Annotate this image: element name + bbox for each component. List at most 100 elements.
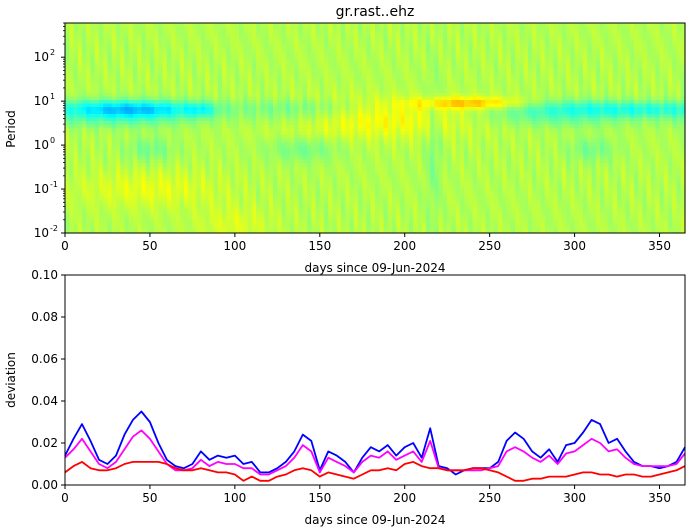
heatmap-cell xyxy=(366,198,372,203)
heatmap-cell xyxy=(69,72,75,77)
heatmap-cell xyxy=(285,23,291,28)
heatmap-cell xyxy=(73,145,79,150)
heatmap-cell xyxy=(404,58,410,63)
heatmap-cell xyxy=(200,54,206,59)
heatmap-cell xyxy=(128,100,134,105)
heatmap-cell xyxy=(90,226,96,231)
heatmap-cell xyxy=(137,226,143,231)
heatmap-cell xyxy=(391,93,397,98)
heatmap-cell xyxy=(268,180,274,185)
heatmap-cell xyxy=(298,215,304,220)
heatmap-cell xyxy=(162,75,168,80)
heatmap-cell xyxy=(103,26,109,31)
heatmap-cell xyxy=(124,229,130,234)
heatmap-cell xyxy=(77,173,83,178)
heatmap-cell xyxy=(358,79,363,84)
heatmap-cell xyxy=(222,142,227,147)
heatmap-cell xyxy=(332,170,338,175)
heatmap-cell xyxy=(273,44,278,49)
heatmap-cell xyxy=(298,201,304,206)
heatmap-cell xyxy=(328,124,334,129)
heatmap-cell xyxy=(107,107,113,112)
heatmap-cell xyxy=(362,194,368,199)
heatmap-cell xyxy=(234,177,240,182)
heatmap-cell xyxy=(268,229,274,234)
heatmap-cell xyxy=(217,107,223,112)
heatmap-cell xyxy=(353,184,359,189)
heatmap-cell xyxy=(166,229,172,234)
heatmap-cell xyxy=(358,219,363,224)
heatmap-cell xyxy=(417,54,423,59)
heatmap-cell xyxy=(404,79,410,84)
heatmap-cell xyxy=(192,187,198,192)
heatmap-cell xyxy=(166,114,172,119)
heatmap-cell xyxy=(302,100,308,105)
heatmap-cell xyxy=(81,86,87,91)
heatmap-cell xyxy=(328,145,334,150)
heatmap-cell xyxy=(175,135,181,140)
heatmap-cell xyxy=(77,135,83,140)
heatmap-cell xyxy=(358,194,363,199)
heatmap-cell xyxy=(404,166,410,171)
heatmap-cell xyxy=(192,131,198,136)
heatmap-cell xyxy=(90,107,96,112)
heatmap-cell xyxy=(281,159,287,164)
heatmap-cell xyxy=(302,226,308,231)
heatmap-cell xyxy=(107,44,113,49)
heatmap-cell xyxy=(400,142,406,147)
heatmap-cell xyxy=(324,26,329,31)
heatmap-cell xyxy=(383,212,389,217)
heatmap-cell xyxy=(158,82,164,87)
heatmap-cell xyxy=(81,180,87,185)
heatmap-cell xyxy=(396,212,402,217)
heatmap-cell xyxy=(73,177,79,182)
heatmap-cell xyxy=(149,208,155,213)
heatmap-cell xyxy=(243,219,249,224)
heatmap-cell xyxy=(408,107,414,112)
heatmap-cell xyxy=(200,156,206,161)
heatmap-cell xyxy=(65,96,70,101)
heatmap-cell xyxy=(268,75,274,80)
heatmap-cell xyxy=(264,51,270,56)
heatmap-cell xyxy=(128,215,134,220)
heatmap-cell xyxy=(273,89,278,94)
heatmap-cell xyxy=(307,54,312,59)
heatmap-cell xyxy=(319,142,325,147)
heatmap-cell xyxy=(166,170,172,175)
heatmap-cell xyxy=(358,100,363,105)
heatmap-cell xyxy=(149,72,155,77)
heatmap-cell xyxy=(273,229,278,234)
heatmap-cell xyxy=(332,72,338,77)
heatmap-cell xyxy=(90,131,96,136)
heatmap-cell xyxy=(162,173,168,178)
heatmap-cell xyxy=(396,226,402,231)
heatmap-cell xyxy=(98,58,104,63)
heatmap-cell xyxy=(247,187,253,192)
heatmap-cell xyxy=(366,149,372,154)
heatmap-cell xyxy=(183,65,189,70)
heatmap-cell xyxy=(111,107,117,112)
heatmap-cell xyxy=(132,212,138,217)
heatmap-cell xyxy=(404,37,410,42)
heatmap-cell xyxy=(243,107,249,112)
heatmap-cell xyxy=(264,145,270,150)
heatmap-cell xyxy=(77,170,83,175)
heatmap-cell xyxy=(256,201,261,206)
heatmap-cell xyxy=(192,61,198,66)
heatmap-cell xyxy=(256,110,261,115)
heatmap-cell xyxy=(213,194,219,199)
heatmap-cell xyxy=(73,23,79,28)
heatmap-cell xyxy=(391,121,397,126)
heatmap-cell xyxy=(128,65,134,70)
heatmap-cell xyxy=(243,47,249,52)
heatmap-cell xyxy=(234,114,240,119)
heatmap-cell xyxy=(94,152,100,157)
heatmap-cell xyxy=(294,219,300,224)
heatmap-cell xyxy=(196,54,202,59)
heatmap-cell xyxy=(128,58,134,63)
heatmap-cell xyxy=(124,72,130,77)
heatmap-cell xyxy=(324,37,329,42)
heatmap-cell xyxy=(103,138,109,143)
heatmap-cell xyxy=(302,131,308,136)
heatmap-cell xyxy=(192,65,198,70)
